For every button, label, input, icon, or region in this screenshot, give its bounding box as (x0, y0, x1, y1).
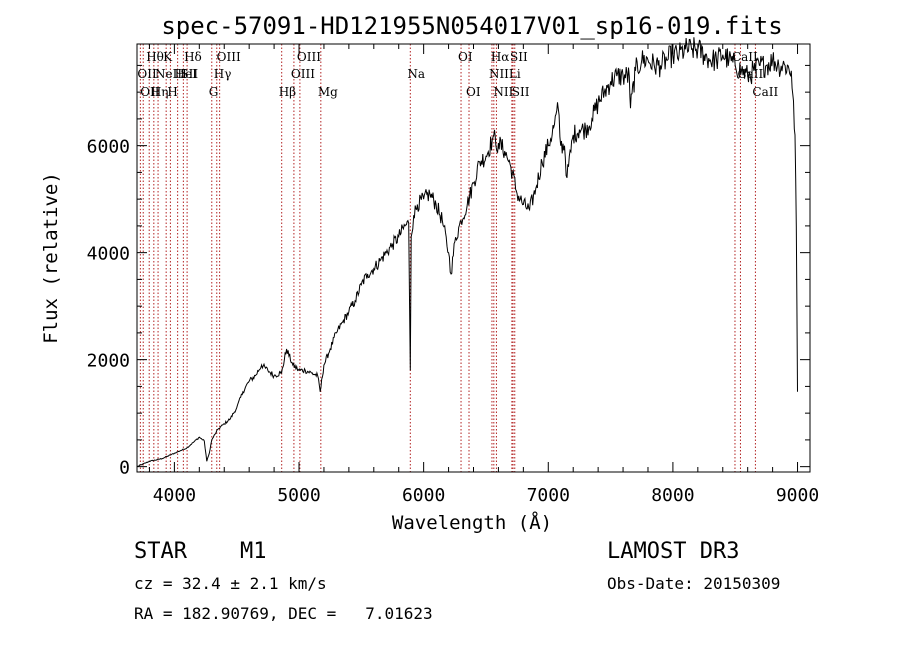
obs-date-label: Obs-Date: 20150309 (607, 574, 781, 593)
spectral-line-label: OI (466, 85, 481, 99)
spectral-line-label: K (163, 50, 173, 64)
x-tick-label: 7000 (527, 485, 570, 506)
spectral-line-label: OIII (291, 67, 315, 81)
spectral-line-label: OIII (217, 50, 241, 64)
spectral-line-label: Li (509, 67, 521, 81)
spectral-line-label: Hθ (146, 50, 164, 64)
spectral-line-label: OII (140, 85, 160, 99)
y-tick-label: 6000 (87, 137, 130, 158)
spectral-line-label: OII (137, 67, 157, 81)
spectral-line-label: Hα (491, 50, 510, 64)
spectral-line-label: SII (180, 67, 198, 81)
spectral-line-label: Na (407, 67, 425, 81)
spectral-line-label: Hη (151, 85, 169, 99)
spectral-line-label: G (209, 85, 219, 99)
spectral-line-label: Mg (318, 85, 338, 99)
spectral-line-label: NII (489, 67, 509, 81)
y-tick-label: 2000 (87, 351, 130, 372)
survey-label: LAMOST DR3 (607, 539, 740, 564)
subclass-label: M1 (240, 539, 267, 564)
x-tick-label: 8000 (651, 485, 694, 506)
spectral-line-label: H (167, 85, 177, 99)
y-tick-label: 0 (119, 458, 130, 479)
spectral-line-label: CaII (732, 50, 758, 64)
spectral-line-label: OI (458, 50, 473, 64)
spectrum-line (136, 37, 798, 468)
spectral-line-label: SII (512, 85, 530, 99)
x-tick-label: 6000 (402, 485, 445, 506)
spectral-line-label: Hβ (279, 85, 296, 99)
x-tick-label: 9000 (776, 485, 819, 506)
coords-label: RA = 182.90769, DEC = 7.01623 (134, 604, 433, 623)
x-tick-label: 5000 (277, 485, 320, 506)
axis-ticks: 4000 5000 6000 7000 8000 9000 0 2000 4000 6000 (87, 44, 819, 506)
x-axis-label: Wavelength (Å) (392, 511, 552, 534)
y-axis-label: Flux (relative) (40, 172, 62, 344)
spectral-line-label: Hδ (184, 50, 202, 64)
redshift-label: cz = 32.4 ± 2.1 km/s (134, 574, 327, 593)
spectral-line-label: NII (493, 85, 513, 99)
spectral-line-labels: OIIOIIHθHηNeIIIKHHeISIIHδGHγOIIIHβOIIIOI… (137, 50, 778, 99)
y-tick-label: 4000 (87, 244, 130, 265)
plot-frame (136, 43, 811, 473)
spectral-line-label: NeIII (155, 67, 187, 81)
spectral-line-label: OIII (297, 50, 321, 64)
spectral-lines-layer (139, 44, 756, 472)
spectral-line-label: CaII (752, 85, 778, 99)
chart-title: spec-57091-HD121955N054017V01_sp16-019.f… (161, 12, 782, 40)
spectral-line-label: HeI (175, 67, 198, 81)
classification-label: STAR (134, 539, 187, 564)
spectral-line-label: Hγ (214, 67, 232, 81)
spectral-line-label: SII (510, 50, 528, 64)
x-tick-label: 4000 (153, 485, 196, 506)
